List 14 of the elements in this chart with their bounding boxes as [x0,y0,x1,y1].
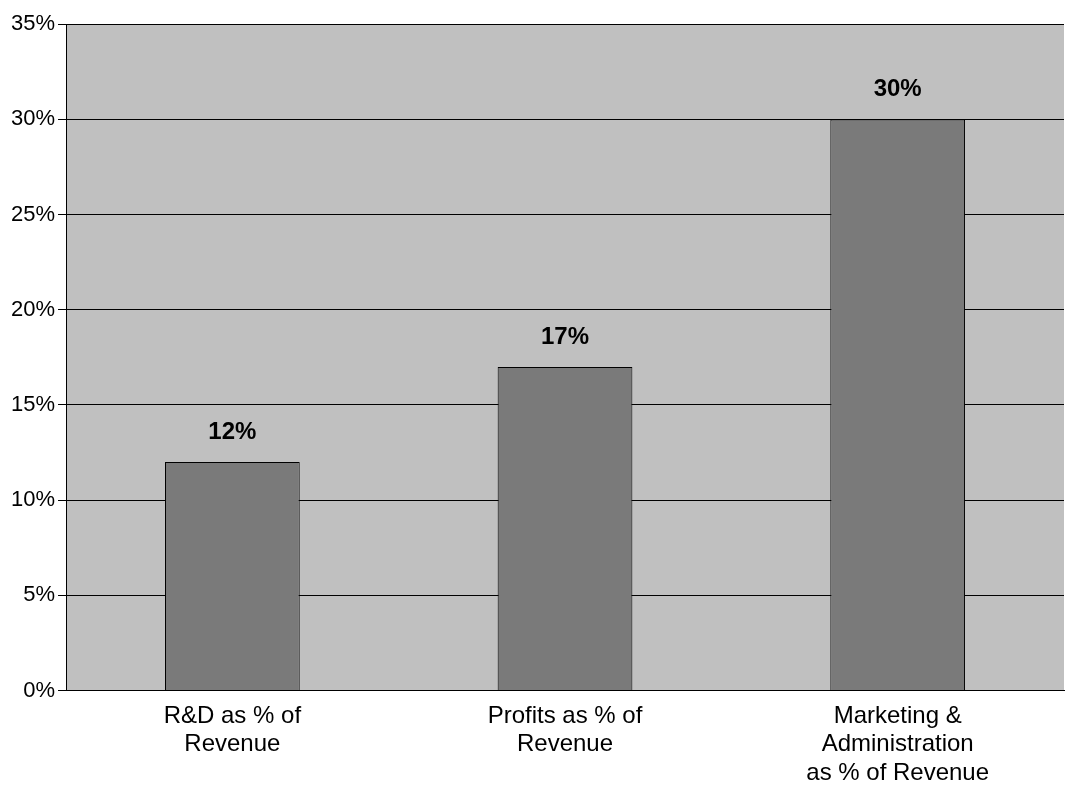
data-label: 12% [208,416,257,444]
data-label: 17% [540,321,590,349]
y-tick-label: 20% [10,295,56,321]
data-label: 30% [873,74,922,102]
y-tick-label: 10% [10,486,56,512]
y-tick-label: 5% [23,581,56,607]
x-tick-label: Marketing & Administration as % of Revenue [806,700,990,786]
y-tick-label: 30% [10,105,56,131]
y-tick-label: 25% [10,200,56,226]
x-tick-label: R&D as % of Revenue [163,700,302,757]
x-tick-label: Profits as % of Revenue [487,700,643,757]
y-tick-label: 0% [23,676,56,702]
y-tick-label: 15% [10,391,56,417]
y-tick-label: 35% [10,10,56,36]
